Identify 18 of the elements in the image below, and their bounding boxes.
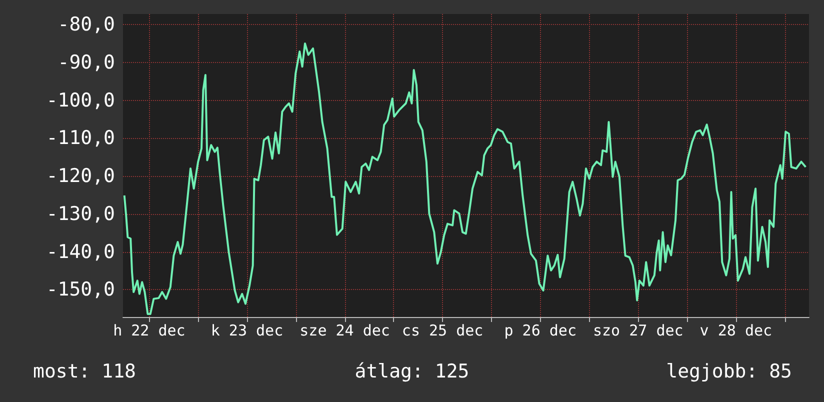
y-tick-label: -90,0 — [58, 51, 115, 74]
y-tick-label: -130,0 — [46, 202, 115, 225]
x-tick-label: sze 24 dec — [300, 322, 390, 340]
x-tick-label: cs 25 dec — [402, 322, 484, 340]
x-tick-label: v 28 dec — [700, 322, 772, 340]
y-tick-label: -80,0 — [58, 14, 115, 36]
x-tick-label: szo 27 dec — [592, 322, 684, 340]
x-tick-label: k 23 dec — [210, 322, 284, 340]
text: átlag: 125 — [354, 360, 470, 382]
y-tick-label: -150,0 — [46, 278, 115, 301]
text: legjobb: 85 — [666, 360, 792, 382]
text: most: 118 — [33, 360, 136, 382]
y-tick-label: -140,0 — [46, 240, 115, 263]
y-tick-label: -120,0 — [46, 165, 115, 188]
x-tick-label: h 22 dec — [113, 322, 186, 340]
y-tick-label: -100,0 — [46, 89, 115, 112]
x-tick-label: p 26 dec — [504, 322, 576, 340]
y-tick-label: -110,0 — [46, 127, 115, 150]
